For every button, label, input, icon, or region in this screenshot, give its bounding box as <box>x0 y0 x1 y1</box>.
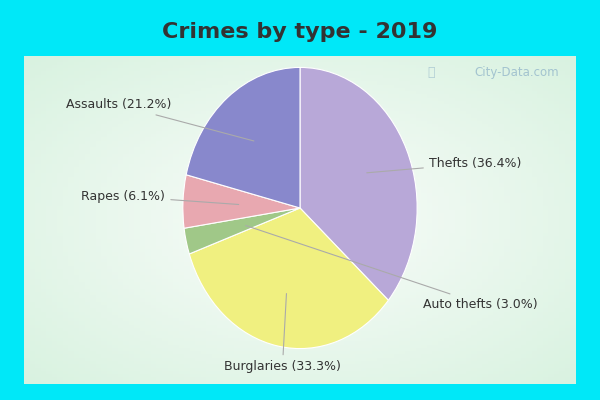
Text: Auto thefts (3.0%): Auto thefts (3.0%) <box>246 226 538 310</box>
Wedge shape <box>186 68 300 208</box>
Text: City-Data.com: City-Data.com <box>475 66 559 79</box>
Text: Burglaries (33.3%): Burglaries (33.3%) <box>224 294 341 373</box>
Wedge shape <box>183 175 300 228</box>
Text: Rapes (6.1%): Rapes (6.1%) <box>82 190 239 204</box>
Text: Thefts (36.4%): Thefts (36.4%) <box>367 157 521 173</box>
Wedge shape <box>189 208 388 348</box>
Text: ⓘ: ⓘ <box>427 66 434 79</box>
Wedge shape <box>184 208 300 254</box>
Text: Assaults (21.2%): Assaults (21.2%) <box>66 98 254 141</box>
Wedge shape <box>300 68 417 300</box>
Text: Crimes by type - 2019: Crimes by type - 2019 <box>163 22 437 42</box>
